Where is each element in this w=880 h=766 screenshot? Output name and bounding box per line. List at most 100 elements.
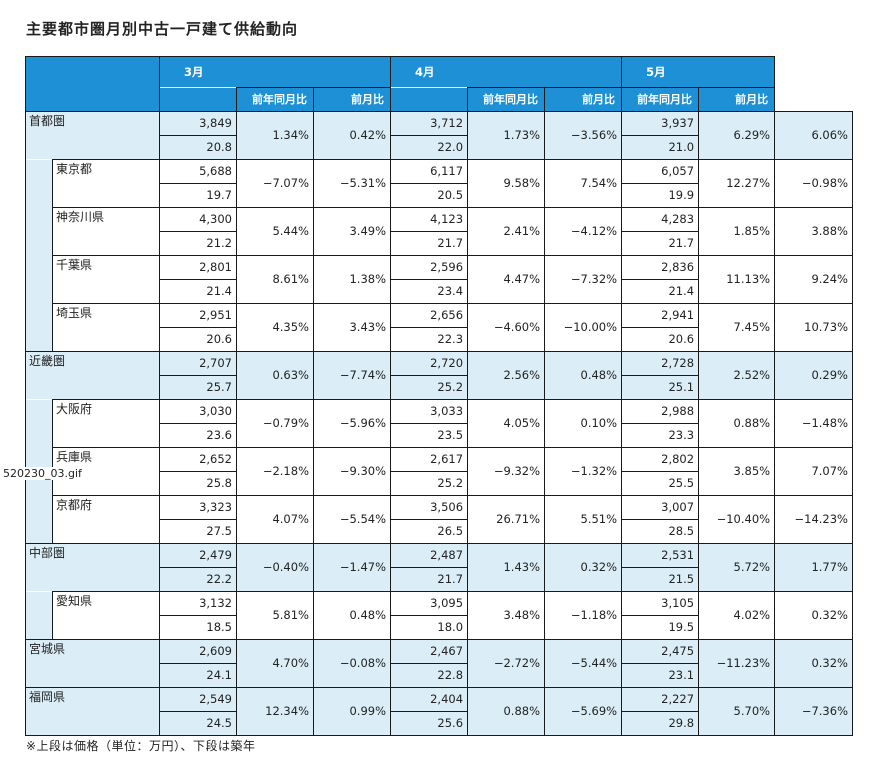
price-cell: 3,095 [390, 591, 469, 616]
yoy-cell: 4.35% [236, 303, 314, 352]
age-cell: 22.2 [159, 567, 237, 592]
mom-cell: −10.00% [544, 303, 623, 352]
age-cell: 25.2 [390, 471, 469, 496]
yoy-cell: 4.07% [236, 495, 314, 544]
price-header-blank [390, 87, 469, 112]
mom-cell: 0.48% [544, 351, 623, 400]
mom-cell: −3.56% [544, 111, 623, 160]
price-cell: 2,951 [159, 303, 237, 328]
table-row: 東京都 5,688 −7.07% −5.31% 6,117 9.58% 7.54% 6,057… [25, 159, 853, 208]
indent-gutter [25, 255, 53, 304]
price-cell: 2,467 [390, 639, 469, 664]
mom-cell: −1.32% [544, 447, 623, 496]
age-cell: 22.3 [390, 327, 469, 352]
table-row: 大阪府 3,030 −0.79% −5.96% 3,033 4.05% 0.10% 2,988… [25, 399, 853, 448]
mom-cell: −1.48% [774, 399, 853, 448]
table-row: 27.5 26.5 28.5 [26, 519, 853, 544]
age-cell: 22.0 [390, 135, 469, 160]
yoy-cell: 0.88% [698, 399, 776, 448]
price-cell: 2,802 [621, 447, 700, 472]
page-title: 主要都市圏月別中古一戸建て供給動向 [26, 20, 299, 38]
price-cell: 3,132 [159, 591, 237, 616]
mom-cell: −0.08% [312, 639, 392, 688]
mom-cell: 0.32% [774, 591, 853, 640]
age-cell: 21.4 [621, 279, 700, 304]
mom-cell: −5.31% [312, 159, 392, 208]
table-row: 25.8 25.2 25.5 [26, 471, 853, 496]
price-cell: 5,688 [159, 159, 237, 184]
yoy-cell: 5.44% [236, 207, 314, 256]
price-cell: 2,836 [621, 255, 700, 280]
mom-cell: −1.47% [312, 543, 392, 592]
age-cell: 21.0 [621, 135, 700, 160]
mom-cell: 10.73% [774, 303, 853, 352]
age-cell: 25.7 [159, 375, 237, 400]
age-cell: 25.1 [621, 375, 700, 400]
yoy-cell: −11.23% [698, 639, 776, 688]
table-row: 21.4 23.4 21.4 [26, 279, 853, 304]
mom-cell: −5.54% [312, 495, 392, 544]
month-header-3: 5月 [621, 56, 776, 88]
yoy-cell: −2.72% [467, 639, 546, 688]
price-cell: 3,033 [390, 399, 469, 424]
yoy-cell: 1.34% [236, 111, 314, 160]
table-row: 20.6 22.3 20.6 [26, 327, 853, 352]
yoy-cell: 2.56% [467, 351, 546, 400]
age-cell: 20.8 [159, 135, 237, 160]
region-label: 首都圏 [25, 111, 160, 160]
yoy-cell: 4.47% [467, 255, 546, 304]
mom-cell: 7.54% [544, 159, 623, 208]
price-cell: 2,596 [390, 255, 469, 280]
mom-cell: 3.43% [312, 303, 392, 352]
price-cell: 2,728 [621, 351, 700, 376]
region-label: 中部圏 [25, 543, 160, 592]
age-cell: 20.6 [159, 327, 237, 352]
table-row: 24.1 22.8 23.1 [26, 663, 853, 688]
price-cell: 2,227 [621, 687, 700, 712]
table-row: 20.8 22.0 21.0 [26, 135, 853, 160]
age-cell: 21.7 [390, 567, 469, 592]
region-label: 宮城県 [25, 639, 160, 688]
yoy-cell: 3.48% [467, 591, 546, 640]
mom-cell: −7.74% [312, 351, 392, 400]
table-row: 23.6 23.5 23.3 [26, 423, 853, 448]
mom-cell: 6.06% [774, 111, 853, 160]
price-cell: 3,712 [390, 111, 469, 136]
yoy-cell: 11.13% [698, 255, 776, 304]
month-header-1: 3月 [158, 56, 392, 88]
yoy-cell: 7.45% [698, 303, 776, 352]
month-header-2: 4月 [390, 56, 623, 88]
mom-cell: 0.32% [544, 543, 623, 592]
mom-header: 前月比 [312, 87, 392, 112]
age-cell: 21.2 [159, 231, 237, 256]
age-cell: 21.5 [621, 567, 700, 592]
price-cell: 2,475 [621, 639, 700, 664]
mom-cell: 0.42% [312, 111, 392, 160]
mom-cell: −5.96% [312, 399, 392, 448]
footnote: ※上段は価格（単位：万円）、下段は築年 [26, 739, 256, 753]
price-cell: 2,988 [621, 399, 700, 424]
price-cell: 2,487 [390, 543, 469, 568]
yoy-cell: 5.81% [236, 591, 314, 640]
age-cell: 20.5 [390, 183, 469, 208]
indent-gutter [25, 303, 53, 352]
prefecture-label: 埼玉県 [52, 303, 160, 352]
prefecture-label: 愛知県 [52, 591, 160, 640]
age-cell: 24.5 [159, 711, 237, 736]
yoy-header: 前年同月比 [467, 87, 546, 112]
age-cell: 19.9 [621, 183, 700, 208]
table-row: 千葉県 2,801 8.61% 1.38% 2,596 4.47% −7.32% 2,836 1… [25, 255, 853, 304]
age-cell: 23.3 [621, 423, 700, 448]
yoy-cell: 12.27% [698, 159, 776, 208]
age-cell: 19.5 [621, 615, 700, 640]
yoy-cell: 1.73% [467, 111, 546, 160]
price-cell: 2,549 [159, 687, 237, 712]
age-cell: 24.1 [159, 663, 237, 688]
mom-cell: −7.32% [544, 255, 623, 304]
table-header: 3月 4月 5月 前年同月比 前月比 前年同月比 前月比 前年同月比 前月比 [25, 56, 853, 112]
price-cell: 2,652 [159, 447, 237, 472]
mom-cell: 0.29% [774, 351, 853, 400]
age-cell: 21.4 [159, 279, 237, 304]
age-cell: 25.2 [390, 375, 469, 400]
price-cell: 3,007 [621, 495, 700, 520]
